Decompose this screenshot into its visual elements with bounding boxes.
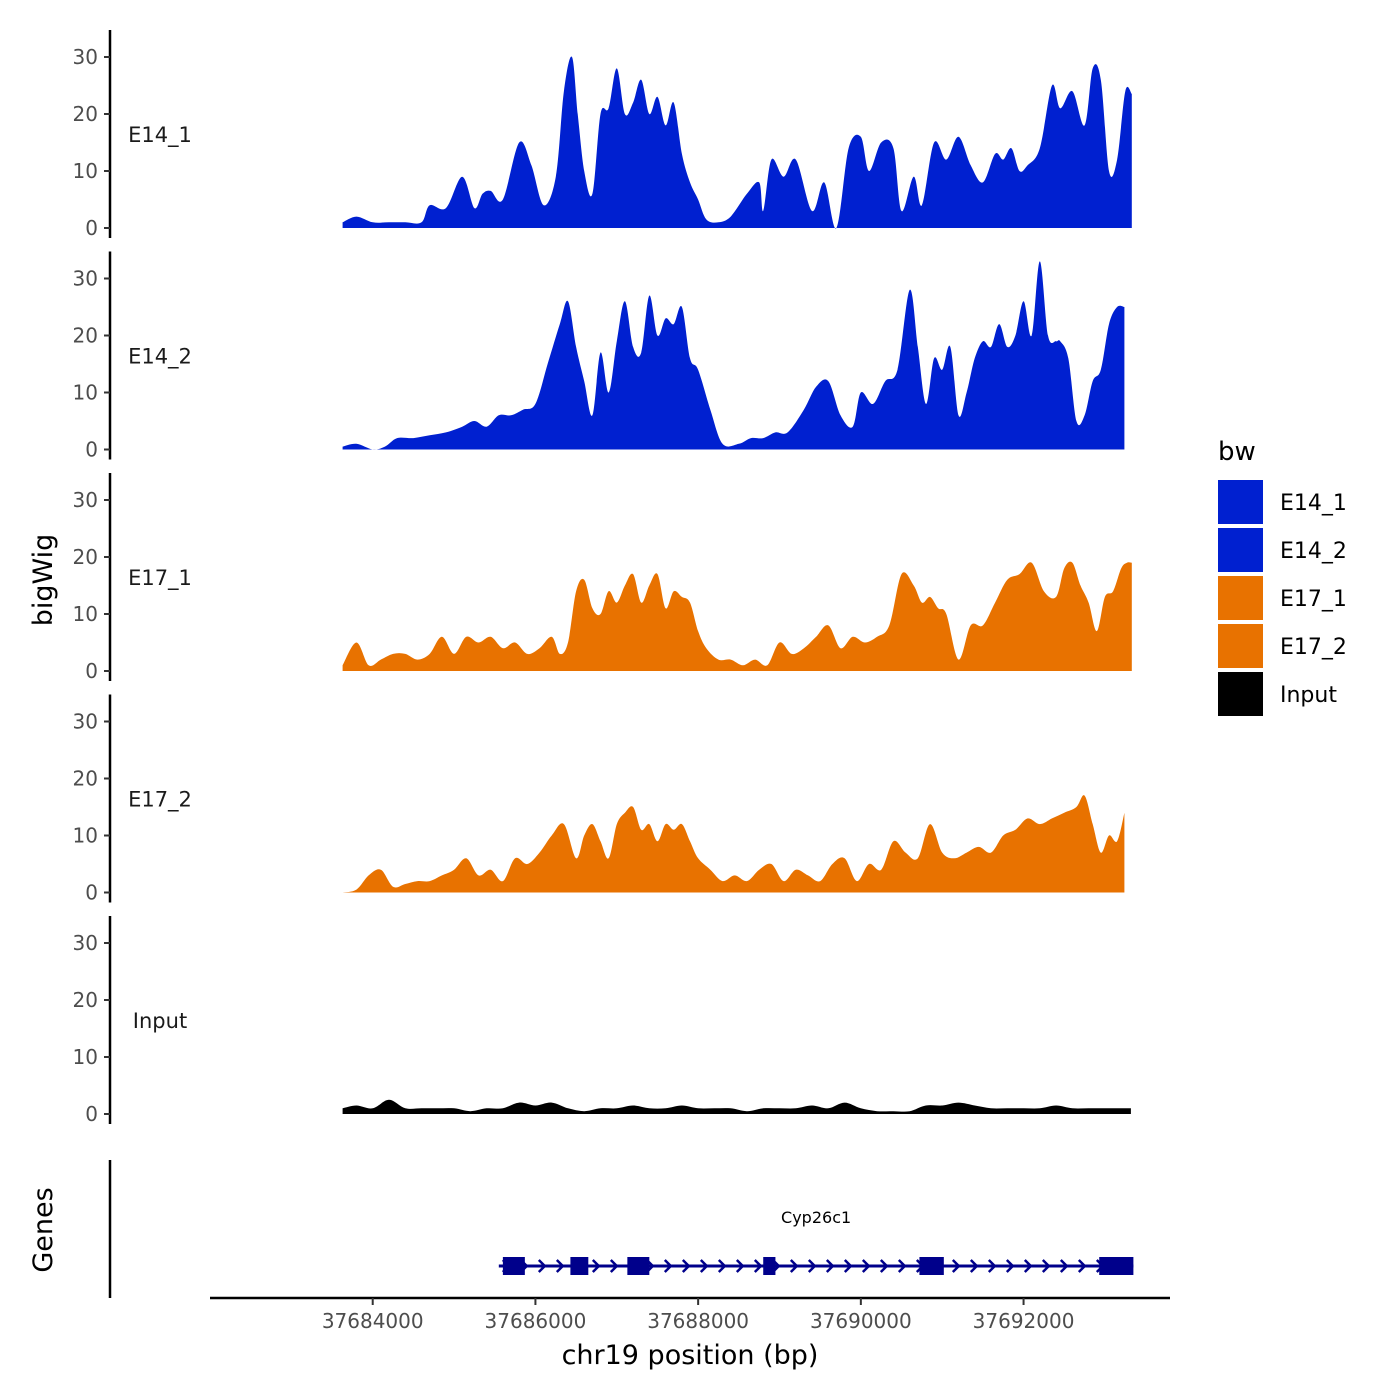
y-tick-label: 30 xyxy=(73,931,98,955)
track-label: Input xyxy=(133,1009,187,1033)
panel-e14-1: 0 10 20 30 E14_1 xyxy=(73,30,1132,240)
legend-label: Input xyxy=(1280,683,1337,708)
x-tick-label: 37686000 xyxy=(485,1309,587,1333)
genes-axis-title: Genes xyxy=(28,1187,59,1272)
track-label: E17_1 xyxy=(128,566,192,591)
strand-arrow xyxy=(681,1259,691,1273)
strand-arrow xyxy=(1023,1259,1033,1273)
strand-arrow xyxy=(753,1259,763,1273)
y-tick-label: 30 xyxy=(73,488,98,512)
x-axis-title: chr19 position (bp) xyxy=(562,1340,819,1371)
y-tick-label: 30 xyxy=(73,45,98,69)
coverage-area-e14-2 xyxy=(342,261,1125,450)
x-axis: 37684000 37686000 37688000 37690000 37692000 xyxy=(210,1296,1170,1333)
legend-swatch xyxy=(1218,624,1263,668)
legend-label: E17_2 xyxy=(1280,635,1347,660)
track-panels: 0 10 20 30 E14_1 0 10 20 30 E14_2 0 10 20 30 E17_1 0 10 2… xyxy=(73,30,1132,1126)
legend-item-e14-1: E14_1 xyxy=(1218,480,1347,524)
y-tick-label: 0 xyxy=(85,659,98,683)
legend-item-input: Input xyxy=(1218,672,1337,716)
strand-arrow xyxy=(1077,1259,1087,1273)
y-tick-label: 10 xyxy=(73,602,98,626)
gene-exon xyxy=(627,1257,650,1275)
y-tick-label: 10 xyxy=(73,824,98,848)
strand-arrow xyxy=(1041,1259,1051,1273)
legend-swatch xyxy=(1218,672,1263,716)
y-tick-label: 20 xyxy=(73,324,98,348)
legend-label: E17_1 xyxy=(1280,587,1347,612)
track-label: E17_2 xyxy=(128,788,192,813)
track-label: E14_1 xyxy=(128,123,192,148)
y-tick-label: 0 xyxy=(85,1102,98,1126)
gene-exon xyxy=(919,1257,944,1275)
x-tick-label: 37684000 xyxy=(322,1309,424,1333)
legend-label: E14_1 xyxy=(1280,491,1347,516)
strand-arrow xyxy=(879,1259,889,1273)
strand-arrow xyxy=(609,1259,619,1273)
strand-arrow xyxy=(969,1259,979,1273)
gene-name-label: Cyp26c1 xyxy=(781,1208,851,1227)
strand-arrow xyxy=(555,1259,565,1273)
y-tick-label: 10 xyxy=(73,159,98,183)
panel-e14-2: 0 10 20 30 E14_2 xyxy=(73,251,1125,462)
y-tick-label: 20 xyxy=(73,767,98,791)
gene-exon xyxy=(570,1257,589,1275)
strand-arrow xyxy=(807,1259,817,1273)
y-tick-label: 10 xyxy=(73,1045,98,1069)
strand-arrow xyxy=(843,1259,853,1273)
y-tick-label: 20 xyxy=(73,102,98,126)
y-axis-title: bigWig xyxy=(28,534,59,627)
y-tick-label: 20 xyxy=(73,988,98,1012)
legend-swatch xyxy=(1218,576,1263,620)
panel-e17-1: 0 10 20 30 E17_1 xyxy=(73,473,1132,683)
gene-track: Cyp26c1 xyxy=(108,1160,1134,1298)
x-tick-label: 37690000 xyxy=(810,1309,912,1333)
strand-arrow xyxy=(861,1259,871,1273)
coverage-area-e17-1 xyxy=(342,561,1132,671)
x-tick-label: 37692000 xyxy=(973,1309,1075,1333)
y-tick-label: 10 xyxy=(73,381,98,405)
legend-item-e17-2: E17_2 xyxy=(1218,624,1347,668)
legend-item-e14-2: E14_2 xyxy=(1218,528,1347,572)
legend-title: bw xyxy=(1218,437,1256,467)
y-tick-label: 30 xyxy=(73,710,98,734)
legend-swatch xyxy=(1218,528,1263,572)
strand-arrow xyxy=(537,1259,547,1273)
gene-exon xyxy=(1099,1257,1134,1275)
legend-item-e17-1: E17_1 xyxy=(1218,576,1347,620)
gene-exon xyxy=(502,1257,525,1275)
legend: bw E14_1 E14_2 E17_1 E17_2 Input xyxy=(1218,437,1347,716)
y-tick-label: 20 xyxy=(73,545,98,569)
strand-arrow xyxy=(789,1259,799,1273)
legend-label: E14_2 xyxy=(1280,539,1347,564)
panel-input: 0 10 20 30 Input xyxy=(73,916,1131,1126)
strand-arrow xyxy=(699,1259,709,1273)
track-label: E14_2 xyxy=(128,345,192,370)
strand-arrow xyxy=(1005,1259,1015,1273)
y-tick-label: 0 xyxy=(85,216,98,240)
x-tick-label: 37688000 xyxy=(647,1309,749,1333)
gene-exon xyxy=(763,1257,776,1275)
legend-swatch xyxy=(1218,480,1263,524)
coverage-area-e14-1 xyxy=(342,56,1132,229)
y-tick-label: 30 xyxy=(73,267,98,291)
panel-e17-2: 0 10 20 30 E17_2 xyxy=(73,694,1125,905)
coverage-area-input xyxy=(342,1099,1131,1114)
y-tick-label: 0 xyxy=(85,438,98,462)
strand-arrow xyxy=(825,1259,835,1273)
strand-arrow xyxy=(663,1259,673,1273)
strand-arrow xyxy=(591,1259,601,1273)
strand-arrow xyxy=(987,1259,997,1273)
strand-arrow xyxy=(1059,1259,1069,1273)
strand-arrow xyxy=(897,1259,907,1273)
y-tick-label: 0 xyxy=(85,881,98,905)
coverage-area-e17-2 xyxy=(342,795,1125,893)
strand-arrow xyxy=(951,1259,961,1273)
strand-arrow xyxy=(735,1259,745,1273)
strand-arrow xyxy=(717,1259,727,1273)
